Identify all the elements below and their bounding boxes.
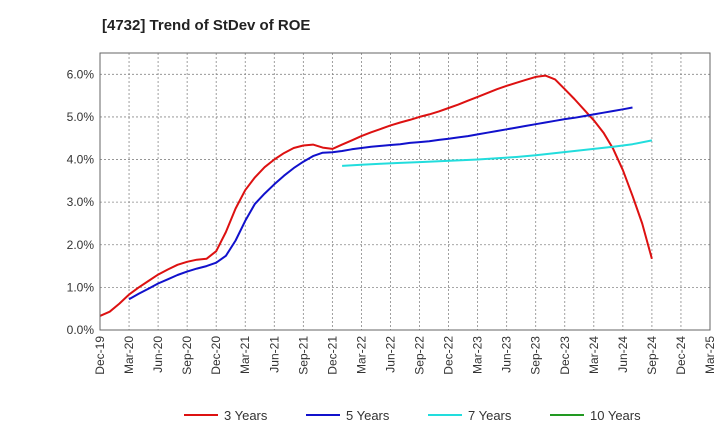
x-tick-label: Sep-20 bbox=[180, 336, 194, 375]
x-tick-label: Sep-21 bbox=[296, 336, 310, 375]
x-tick-label: Mar-20 bbox=[122, 336, 136, 374]
y-tick-label: 0.0% bbox=[67, 323, 95, 337]
x-tick-label: Sep-23 bbox=[529, 336, 543, 375]
y-tick-label: 2.0% bbox=[67, 238, 95, 252]
x-tick-label: Dec-21 bbox=[325, 336, 339, 375]
legend: 3 Years 5 Years 7 Years 10 Years bbox=[184, 408, 641, 423]
x-tick-label: Jun-20 bbox=[151, 336, 165, 373]
series-lines bbox=[99, 74, 653, 317]
x-tick-label: Dec-20 bbox=[209, 336, 223, 375]
x-tick-label: Jun-24 bbox=[616, 336, 630, 373]
y-tick-label: 1.0% bbox=[67, 280, 95, 294]
x-tick-label: Mar-22 bbox=[354, 336, 368, 374]
x-tick-label: Jun-23 bbox=[500, 336, 514, 373]
y-tick-label: 5.0% bbox=[67, 110, 95, 124]
y-axis-ticks: 0.0% 1.0% 2.0% 3.0% 4.0% 5.0% 6.0% bbox=[67, 67, 95, 337]
x-tick-label: Dec-23 bbox=[558, 336, 572, 375]
x-tick-label: Dec-24 bbox=[674, 336, 688, 375]
y-tick-label: 4.0% bbox=[67, 153, 95, 167]
series-line bbox=[342, 139, 653, 167]
x-tick-label: Jun-21 bbox=[267, 336, 281, 373]
legend-label: 3 Years bbox=[224, 408, 268, 423]
x-tick-label: Jun-22 bbox=[383, 336, 397, 373]
legend-label: 10 Years bbox=[590, 408, 641, 423]
chart-title: [4732] Trend of StDev of ROE bbox=[102, 17, 310, 34]
y-tick-label: 6.0% bbox=[67, 67, 95, 81]
x-tick-label: Mar-25 bbox=[703, 336, 717, 374]
x-tick-label: Dec-22 bbox=[442, 336, 456, 375]
x-tick-label: Mar-23 bbox=[471, 336, 485, 374]
legend-label: 5 Years bbox=[346, 408, 390, 423]
legend-label: 7 Years bbox=[468, 408, 512, 423]
x-tick-label: Mar-21 bbox=[238, 336, 252, 374]
x-tick-label: Sep-22 bbox=[413, 336, 427, 375]
y-tick-label: 3.0% bbox=[67, 195, 95, 209]
series-line bbox=[128, 106, 633, 301]
x-axis-ticks: Dec-19 Mar-20 Jun-20 Sep-20 Dec-20 Mar-21 Jun-… bbox=[93, 336, 717, 375]
x-tick-label: Sep-24 bbox=[645, 336, 659, 375]
series-line bbox=[99, 74, 653, 317]
x-tick-label: Dec-19 bbox=[93, 336, 107, 375]
grid bbox=[100, 53, 710, 330]
plot-frame bbox=[99, 52, 711, 331]
x-tick-label: Mar-24 bbox=[587, 336, 601, 374]
